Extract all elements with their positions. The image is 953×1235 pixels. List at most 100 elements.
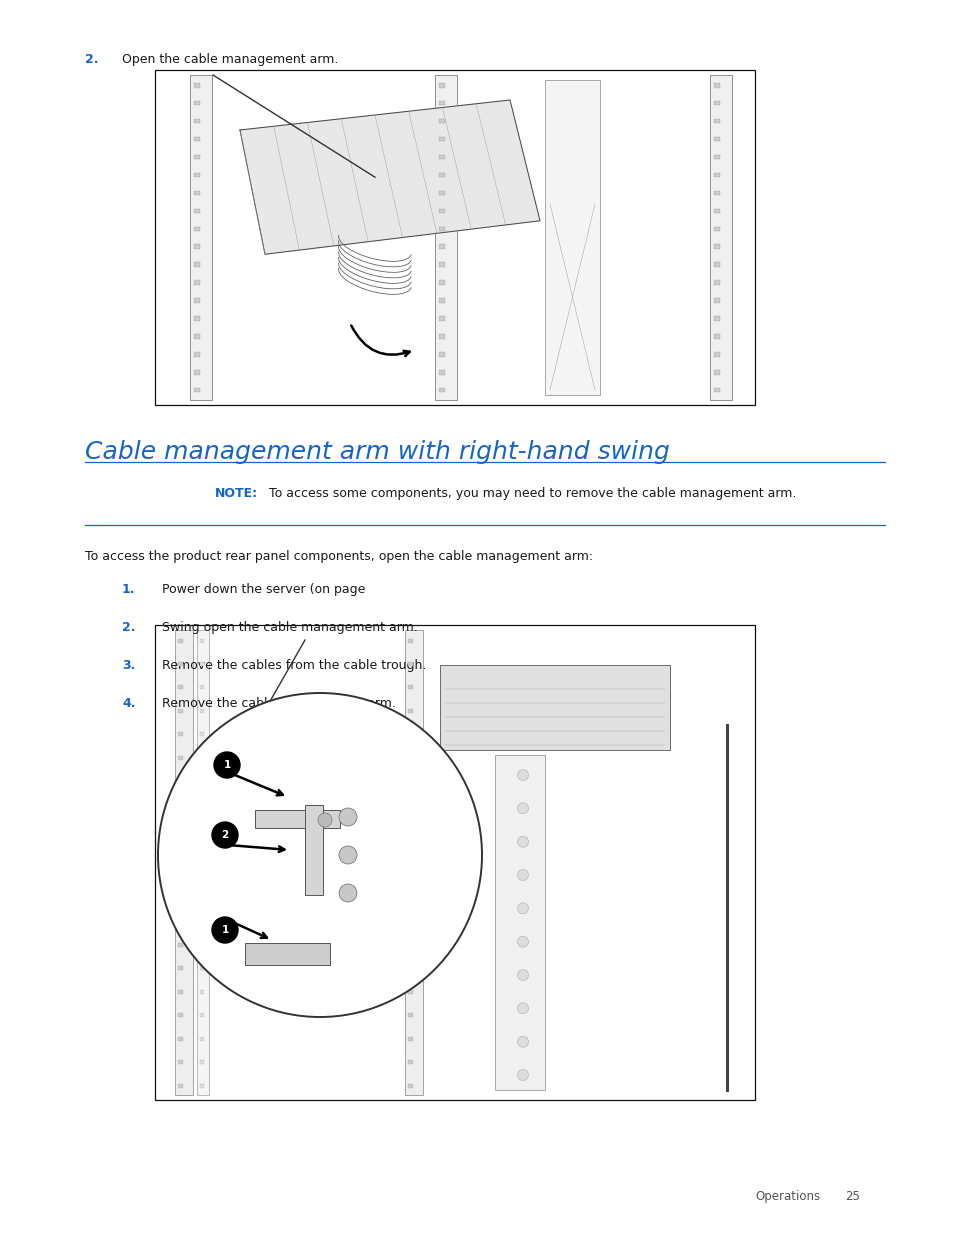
Bar <box>713 388 720 393</box>
Bar <box>713 190 720 195</box>
Bar <box>438 83 444 88</box>
Bar <box>408 826 413 830</box>
Bar <box>178 756 183 760</box>
Bar <box>200 989 204 994</box>
Bar <box>408 1083 413 1088</box>
Bar <box>713 137 720 141</box>
Bar <box>495 755 544 1091</box>
Circle shape <box>338 884 356 902</box>
Bar <box>193 226 200 231</box>
Bar <box>709 75 731 400</box>
Bar <box>408 967 413 971</box>
Bar <box>254 810 339 827</box>
Bar <box>438 352 444 357</box>
Text: NOTE:: NOTE: <box>214 487 258 500</box>
Bar <box>713 119 720 124</box>
Bar <box>193 370 200 374</box>
Bar <box>178 1036 183 1041</box>
Bar <box>408 685 413 689</box>
Circle shape <box>338 846 356 864</box>
Bar <box>200 1083 204 1088</box>
Bar <box>438 209 444 214</box>
Bar <box>408 897 413 900</box>
Bar <box>200 685 204 689</box>
Bar <box>713 209 720 214</box>
Bar <box>405 630 422 1095</box>
Bar <box>178 662 183 666</box>
Circle shape <box>517 1003 528 1014</box>
Bar <box>713 370 720 374</box>
Bar <box>193 262 200 267</box>
Bar <box>713 316 720 321</box>
Bar <box>408 638 413 642</box>
Circle shape <box>517 836 528 847</box>
Bar <box>178 685 183 689</box>
Bar <box>408 803 413 806</box>
Bar <box>713 154 720 159</box>
Bar <box>438 335 444 338</box>
Bar <box>178 1060 183 1065</box>
Bar <box>178 850 183 853</box>
Bar <box>178 1083 183 1088</box>
Bar <box>408 709 413 713</box>
Text: Open the cable management arm.: Open the cable management arm. <box>122 53 338 65</box>
Circle shape <box>517 936 528 947</box>
Circle shape <box>212 918 237 944</box>
Bar <box>174 630 193 1095</box>
Bar <box>713 173 720 177</box>
Bar <box>178 826 183 830</box>
Bar <box>200 803 204 806</box>
Text: Power down the server (on page: Power down the server (on page <box>162 583 369 597</box>
Bar <box>193 154 200 159</box>
Text: To access some components, you may need to remove the cable management arm.: To access some components, you may need … <box>261 487 796 500</box>
Bar <box>438 299 444 303</box>
Bar <box>408 850 413 853</box>
Text: 2.: 2. <box>122 621 135 634</box>
Bar <box>178 1013 183 1018</box>
Bar <box>438 316 444 321</box>
Bar <box>408 873 413 877</box>
Bar <box>713 101 720 105</box>
Bar <box>178 638 183 642</box>
Bar <box>408 1036 413 1041</box>
Bar <box>193 316 200 321</box>
Bar <box>438 280 444 285</box>
Bar <box>154 70 754 405</box>
Bar <box>193 388 200 393</box>
Text: Swing open the cable management arm.: Swing open the cable management arm. <box>162 621 417 634</box>
Bar <box>154 625 754 1100</box>
Circle shape <box>517 969 528 981</box>
Bar <box>200 850 204 853</box>
Bar <box>193 173 200 177</box>
Bar <box>193 101 200 105</box>
Bar <box>200 709 204 713</box>
Bar <box>438 137 444 141</box>
Bar <box>193 299 200 303</box>
Bar <box>408 756 413 760</box>
Text: 1.: 1. <box>122 583 135 597</box>
Circle shape <box>517 1070 528 1081</box>
Bar <box>200 1060 204 1065</box>
Text: Cable management arm with right-hand swing: Cable management arm with right-hand swi… <box>85 440 669 464</box>
Circle shape <box>517 1036 528 1047</box>
Bar <box>196 630 209 1095</box>
Bar <box>200 779 204 783</box>
Bar <box>200 732 204 736</box>
Bar <box>200 967 204 971</box>
Bar <box>408 920 413 924</box>
Bar <box>193 352 200 357</box>
Bar <box>178 989 183 994</box>
Bar <box>713 280 720 285</box>
Text: 4.: 4. <box>122 697 135 710</box>
Bar <box>408 944 413 947</box>
Bar <box>245 944 330 965</box>
Bar <box>438 154 444 159</box>
Text: 3.: 3. <box>122 659 135 672</box>
Bar <box>713 299 720 303</box>
Bar <box>408 989 413 994</box>
Bar <box>200 1036 204 1041</box>
Bar <box>713 352 720 357</box>
Bar <box>190 75 212 400</box>
Bar <box>178 897 183 900</box>
Bar <box>200 1013 204 1018</box>
